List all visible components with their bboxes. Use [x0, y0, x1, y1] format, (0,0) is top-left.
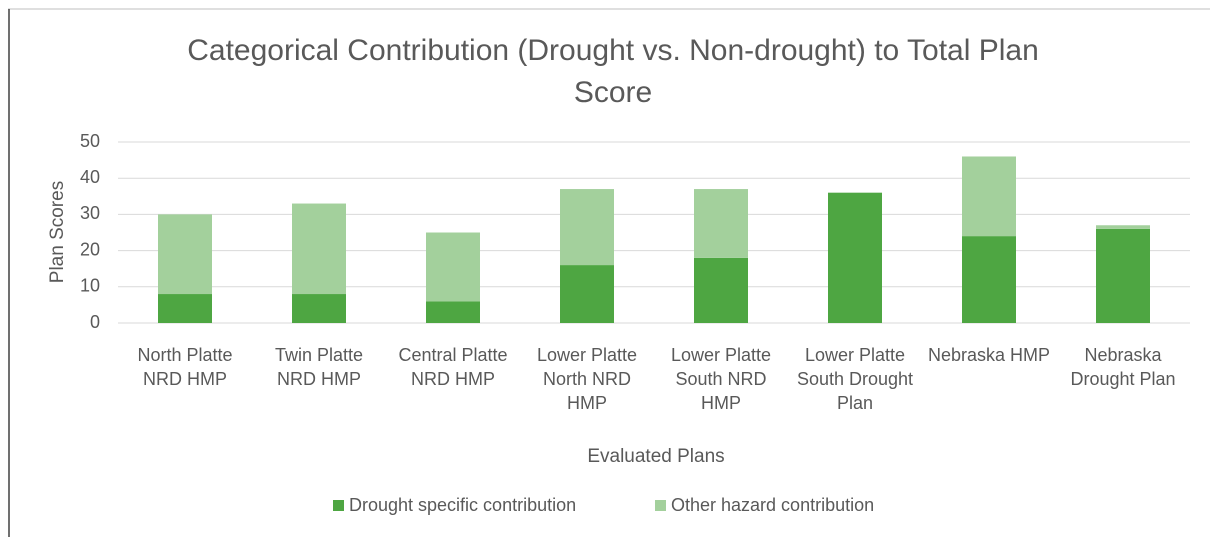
- bar-segment: [426, 232, 480, 302]
- y-axis-title: Plan Scores: [47, 181, 68, 283]
- y-tick-label: 10: [80, 276, 100, 296]
- bar-segment: [694, 257, 748, 323]
- x-tick-label: Nebraska HMP: [927, 345, 1051, 365]
- legend-swatch: [333, 500, 344, 511]
- bar-segment: [560, 265, 614, 323]
- y-tick-label: 40: [80, 167, 100, 187]
- bar-segment: [962, 156, 1016, 237]
- x-tick-label: Lower Platte South Drought Plan: [796, 345, 914, 413]
- bar-segment: [292, 294, 346, 323]
- y-tick-label: 0: [90, 312, 100, 332]
- x-tick-label: Central Platte NRD HMP: [398, 345, 508, 389]
- bar-segment: [158, 214, 212, 295]
- bar-segment: [828, 192, 882, 323]
- x-tick-label: Lower Platte North NRD HMP: [536, 345, 638, 413]
- bar-segment: [158, 294, 212, 323]
- y-tick-label: 30: [80, 203, 100, 223]
- bar-segment: [292, 203, 346, 295]
- legend-label: Other hazard contribution: [671, 495, 874, 515]
- bar-segment: [426, 301, 480, 323]
- y-tick-label: 20: [80, 239, 100, 259]
- bar-segment: [694, 189, 748, 258]
- chart-title: Categorical Contribution (Drought vs. No…: [187, 34, 1039, 109]
- x-axis-title: Evaluated Plans: [587, 446, 724, 467]
- x-tick-label: Nebraska Drought Plan: [1070, 345, 1176, 389]
- x-tick-label: Lower Platte South NRD HMP: [670, 345, 772, 413]
- bar-segment: [1096, 225, 1150, 229]
- x-tick-label: Twin Platte NRD HMP: [274, 345, 364, 389]
- legend-label: Drought specific contribution: [349, 495, 576, 515]
- y-tick-label: 50: [80, 131, 100, 151]
- x-tick-label: North Platte NRD HMP: [137, 345, 233, 389]
- bar-segment: [560, 189, 614, 266]
- bar-segment: [962, 236, 1016, 323]
- legend-swatch: [655, 500, 666, 511]
- bar-segment: [1096, 228, 1150, 323]
